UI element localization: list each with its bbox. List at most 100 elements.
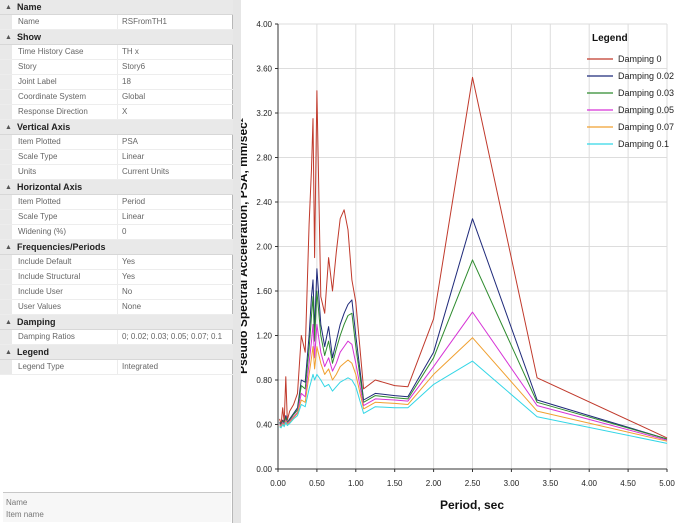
row-gutter	[0, 285, 12, 299]
panel-splitter[interactable]	[233, 0, 241, 523]
category-label: Legend	[17, 347, 50, 357]
property-value[interactable]: TH x	[122, 47, 139, 56]
property-value[interactable]: 0; 0.02; 0.03; 0.05; 0.07; 0.1	[122, 332, 223, 341]
category-header[interactable]: ▲ Legend	[0, 345, 233, 360]
category-label: Show	[17, 32, 41, 42]
collapse-toggle-icon[interactable]: ▲	[5, 33, 12, 41]
y-tick-label: 0.80	[256, 376, 272, 385]
property-row[interactable]: Coordinate System Global	[0, 90, 233, 105]
property-row[interactable]: Units Current Units	[0, 165, 233, 180]
property-value[interactable]: Linear	[122, 212, 145, 221]
property-value[interactable]: 0	[122, 227, 127, 236]
collapse-toggle-icon[interactable]: ▲	[5, 123, 12, 131]
category-header[interactable]: ▲ Vertical Axis	[0, 120, 233, 135]
y-tick-label: 2.40	[256, 198, 272, 207]
description-title: Name	[6, 498, 28, 507]
property-key: Item Plotted	[12, 135, 118, 149]
row-gutter	[0, 150, 12, 164]
legend-entry-label: Damping 0.07	[618, 122, 674, 132]
category-label: Vertical Axis	[17, 122, 71, 132]
x-tick-label: 3.50	[543, 479, 559, 488]
category-label: Horizontal Axis	[17, 182, 83, 192]
category-label: Damping	[17, 317, 56, 327]
row-gutter	[0, 90, 12, 104]
property-value[interactable]: Story6	[122, 62, 146, 71]
property-value[interactable]: Yes	[122, 257, 136, 266]
category-header[interactable]: ▲ Show	[0, 30, 233, 45]
property-value[interactable]: Global	[122, 92, 146, 101]
property-row[interactable]: Widening (%) 0	[0, 225, 233, 240]
row-gutter	[0, 195, 12, 209]
series-line-5	[279, 360, 668, 444]
property-key: Include Default	[12, 255, 118, 269]
category-label: Name	[17, 2, 42, 12]
y-tick-labels: 0.00 0.40 0.80 1.20 1.60 2.00 2.40 2.80 3.20 3.60…	[256, 20, 272, 474]
y-tick-label: 2.00	[256, 243, 272, 252]
x-tick-label: 2.50	[465, 479, 481, 488]
property-value[interactable]: None	[122, 302, 142, 311]
row-gutter	[0, 360, 12, 374]
property-row[interactable]: Item Plotted Period	[0, 195, 233, 210]
category-header[interactable]: ▲ Frequencies/Periods	[0, 240, 233, 255]
collapse-toggle-icon[interactable]: ▲	[5, 183, 12, 191]
property-row[interactable]: Joint Label 18	[0, 75, 233, 90]
collapse-toggle-icon[interactable]: ▲	[5, 3, 12, 11]
property-key: Item Plotted	[12, 195, 118, 209]
property-row[interactable]: Item Plotted PSA	[0, 135, 233, 150]
property-value[interactable]: No	[122, 287, 133, 296]
legend-entry-label: Damping 0.02	[618, 71, 674, 81]
property-value[interactable]: Period	[122, 197, 146, 206]
category-header[interactable]: ▲ Horizontal Axis	[0, 180, 233, 195]
legend-entry-label: Damping 0	[618, 54, 662, 64]
property-value[interactable]: Yes	[122, 272, 136, 281]
property-row[interactable]: Story Story6	[0, 60, 233, 75]
category-header[interactable]: ▲ Name	[0, 0, 233, 15]
property-value[interactable]: X	[122, 107, 128, 116]
property-row[interactable]: Legend Type Integrated	[0, 360, 233, 375]
property-value[interactable]: Linear	[122, 152, 145, 161]
collapse-toggle-icon[interactable]: ▲	[5, 318, 12, 326]
series-line-2	[279, 259, 668, 440]
collapse-toggle-icon[interactable]: ▲	[5, 243, 12, 251]
x-tick-label: 4.00	[581, 479, 597, 488]
property-value[interactable]: Integrated	[122, 362, 159, 371]
property-key: Scale Type	[12, 210, 118, 224]
property-row[interactable]: Response Direction X	[0, 105, 233, 120]
x-tick-label: 0.50	[309, 479, 325, 488]
property-row[interactable]: Include User No	[0, 285, 233, 300]
x-tick-label: 3.00	[504, 479, 520, 488]
x-tick-labels: 0.00 0.50 1.00 1.50 2.00 2.50 3.00 3.50 4.00 4.50…	[270, 479, 675, 488]
property-row[interactable]: User Values None	[0, 300, 233, 315]
property-grid: ▲ Name Name RSFromTH1 ▲ Show Time History Case…	[0, 0, 233, 375]
property-key: Joint Label	[12, 75, 118, 89]
property-key: Include User	[12, 285, 118, 299]
y-tick-label: 0.40	[256, 421, 272, 430]
property-row[interactable]: Time History Case TH x	[0, 45, 233, 60]
row-gutter	[0, 225, 12, 239]
y-axis-label: Pseudo Spectral Acceleration, PSA, mm/se…	[241, 118, 250, 374]
property-value[interactable]: 18	[122, 77, 131, 86]
row-gutter	[0, 60, 12, 74]
property-key: Damping Ratios	[12, 330, 118, 344]
property-value[interactable]: PSA	[122, 137, 139, 146]
collapse-toggle-icon[interactable]: ▲	[5, 348, 12, 356]
row-gutter	[0, 300, 12, 314]
property-row[interactable]: Damping Ratios 0; 0.02; 0.03; 0.05; 0.07;…	[0, 330, 233, 345]
property-value[interactable]: RSFromTH1	[122, 17, 167, 26]
y-tick-label: 0.00	[256, 465, 272, 474]
y-tick-label: 2.80	[256, 154, 272, 163]
property-row[interactable]: Scale Type Linear	[0, 150, 233, 165]
row-gutter	[0, 105, 12, 119]
property-key: Units	[12, 165, 118, 179]
property-row[interactable]: Name RSFromTH1	[0, 15, 233, 30]
property-row[interactable]: Include Default Yes	[0, 255, 233, 270]
legend-entry-label: Damping 0.05	[618, 105, 674, 115]
row-gutter	[0, 15, 12, 29]
property-value[interactable]: Current Units	[122, 167, 170, 176]
description-text: Item name	[6, 510, 44, 519]
response-spectrum-chart: 0.00 0.50 1.00 1.50 2.00 2.50 3.00 3.50 4.00 4.50…	[241, 20, 675, 512]
property-row[interactable]: Scale Type Linear	[0, 210, 233, 225]
property-row[interactable]: Include Structural Yes	[0, 270, 233, 285]
x-tick-label: 4.50	[620, 479, 636, 488]
category-header[interactable]: ▲ Damping	[0, 315, 233, 330]
